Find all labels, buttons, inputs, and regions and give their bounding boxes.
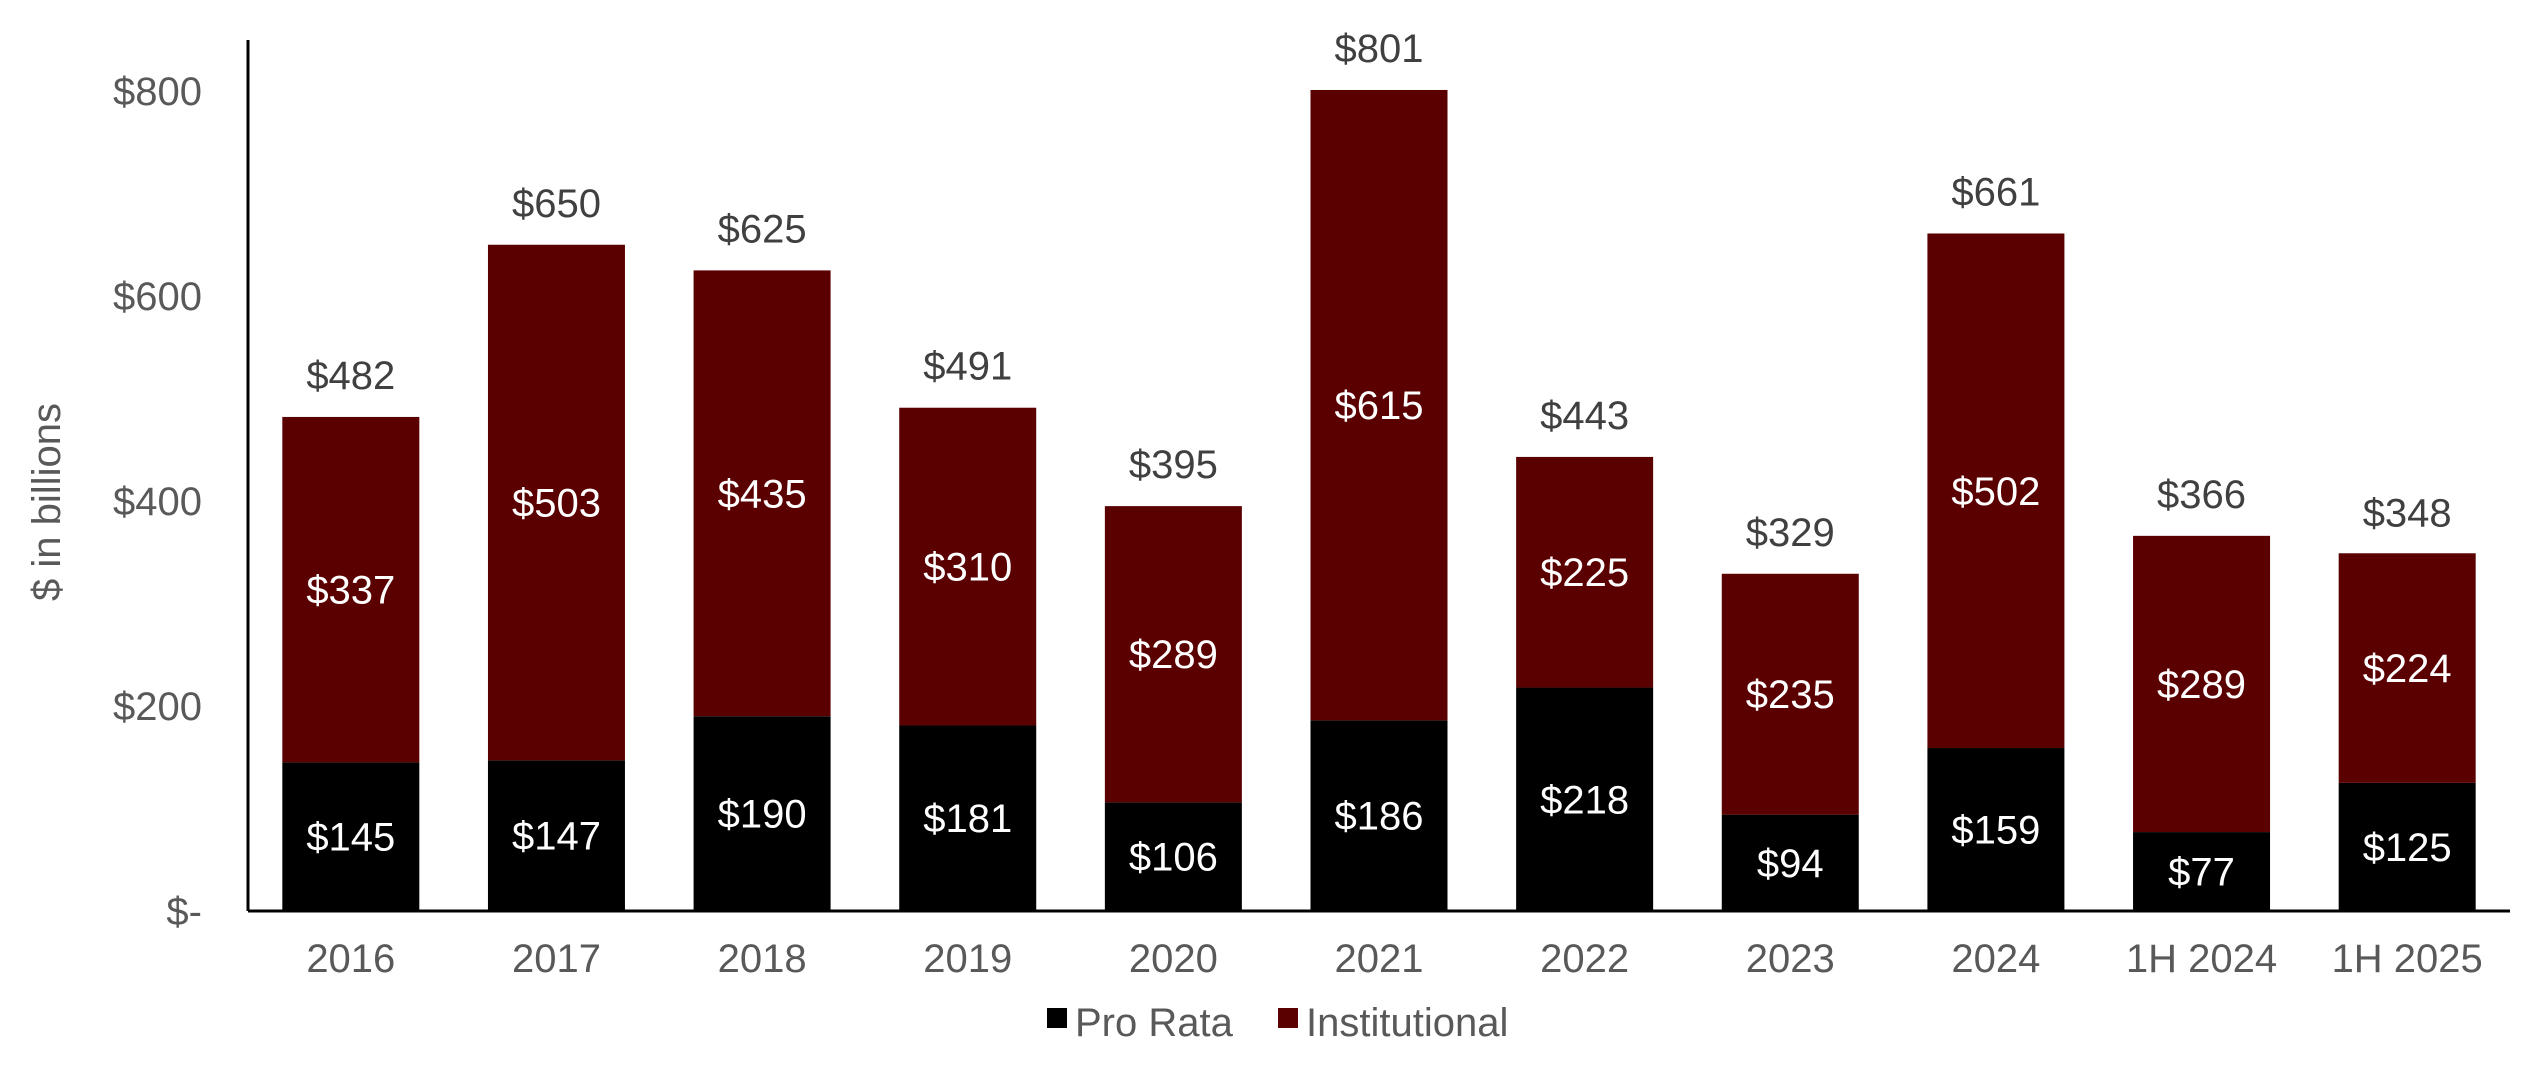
bar-segment-institutional	[282, 416, 420, 763]
data-label-pro-rata: $106	[1129, 836, 1218, 880]
bar-segment-pro-rata	[693, 716, 831, 911]
total-label: $329	[1746, 511, 1835, 555]
bar-segment-institutional	[693, 270, 831, 717]
bar-segment-pro-rata	[899, 725, 1037, 911]
bar-segment-pro-rata	[1104, 802, 1242, 911]
y-tick-label: $400	[113, 480, 202, 524]
data-label-institutional: $310	[923, 546, 1012, 590]
bar-segment-pro-rata	[1721, 814, 1859, 911]
bar-segment-institutional	[1721, 573, 1859, 815]
data-label-institutional: $337	[306, 569, 395, 613]
data-label-institutional: $289	[2157, 663, 2246, 707]
data-label-institutional: $235	[1746, 673, 1835, 717]
data-label-institutional: $435	[718, 472, 807, 516]
bar-segment-institutional	[487, 244, 625, 761]
bar-segment-institutional	[1104, 506, 1242, 803]
bar-segment-pro-rata	[2338, 782, 2476, 911]
data-label-pro-rata: $190	[718, 793, 807, 837]
y-tick-label: $600	[113, 275, 202, 319]
total-label: $661	[1951, 170, 2040, 214]
total-label: $366	[2157, 473, 2246, 517]
data-label-pro-rata: $145	[306, 816, 395, 860]
bar-segment-institutional	[1310, 89, 1448, 721]
total-label: $443	[1540, 394, 1629, 438]
total-label: $801	[1335, 27, 1424, 71]
data-label-institutional: $502	[1951, 470, 2040, 514]
total-label: $482	[306, 354, 395, 398]
y-axis-title: $ in billions	[25, 403, 69, 601]
data-label-institutional: $289	[1129, 633, 1218, 677]
total-label: $348	[2363, 491, 2452, 535]
x-tick-label: 1H 2025	[2332, 937, 2483, 981]
data-label-pro-rata: $77	[2168, 851, 2235, 895]
bar-segment-pro-rata	[282, 762, 420, 911]
data-label-pro-rata: $159	[1951, 809, 2040, 853]
legend-label-pro-rata: Pro Rata	[1075, 1001, 1234, 1045]
x-tick-label: 2016	[306, 937, 395, 981]
total-label: $395	[1129, 443, 1218, 487]
y-tick-label: $-	[166, 890, 202, 934]
legend: Pro Rata Institutional	[1047, 1001, 1508, 1045]
x-tick-label: 2019	[923, 937, 1012, 981]
data-label-pro-rata: $181	[923, 797, 1012, 841]
data-label-institutional: $615	[1335, 384, 1424, 428]
bar-segment-pro-rata	[487, 760, 625, 911]
bar-segment-institutional	[1927, 233, 2065, 749]
bars-layer	[282, 89, 2476, 911]
data-label-pro-rata: $94	[1757, 842, 1824, 886]
legend-swatch-institutional	[1278, 1008, 1298, 1028]
x-tick-label: 2022	[1540, 937, 1629, 981]
x-tick-label: 2020	[1129, 937, 1218, 981]
data-label-pro-rata: $218	[1540, 778, 1629, 822]
x-tick-label: 2024	[1951, 937, 2040, 981]
bar-segment-pro-rata	[1516, 687, 1654, 911]
total-label: $491	[923, 345, 1012, 389]
bar-segment-institutional	[899, 407, 1037, 726]
legend-swatch-pro-rata	[1047, 1008, 1067, 1028]
bar-segment-institutional	[2338, 553, 2476, 783]
data-label-pro-rata: $147	[512, 815, 601, 859]
x-tick-label: 2018	[718, 937, 807, 981]
data-label-pro-rata: $125	[2363, 826, 2452, 870]
data-label-pro-rata: $186	[1335, 795, 1424, 839]
data-label-institutional: $503	[512, 482, 601, 526]
y-tick-label: $800	[113, 70, 202, 114]
x-tick-label: 2023	[1746, 937, 1835, 981]
x-tick-label: 2017	[512, 937, 601, 981]
labels-layer: $145 $337 $482 $147 $503 $650 $190 $435 $625 $181…	[306, 27, 2451, 895]
bar-segment-institutional	[1516, 456, 1654, 688]
bar-segment-pro-rata	[2133, 832, 2271, 911]
bar-segment-pro-rata	[1310, 720, 1448, 911]
legend-label-institutional: Institutional	[1306, 1001, 1508, 1045]
x-tick-label: 1H 2024	[2126, 937, 2277, 981]
bar-segment-institutional	[2133, 535, 2271, 833]
total-label: $625	[718, 207, 807, 251]
total-label: $650	[512, 182, 601, 226]
y-tick-label: $200	[113, 685, 202, 729]
x-tick-label: 2021	[1335, 937, 1424, 981]
bar-segment-pro-rata	[1927, 748, 2065, 911]
data-label-institutional: $224	[2363, 647, 2452, 691]
data-label-institutional: $225	[1540, 551, 1629, 595]
ticks-layer: $- $200 $400 $600 $800 2016 2017 2018 2019 2020 20…	[113, 70, 2483, 981]
axes-layer: $ in billions	[25, 40, 2510, 913]
